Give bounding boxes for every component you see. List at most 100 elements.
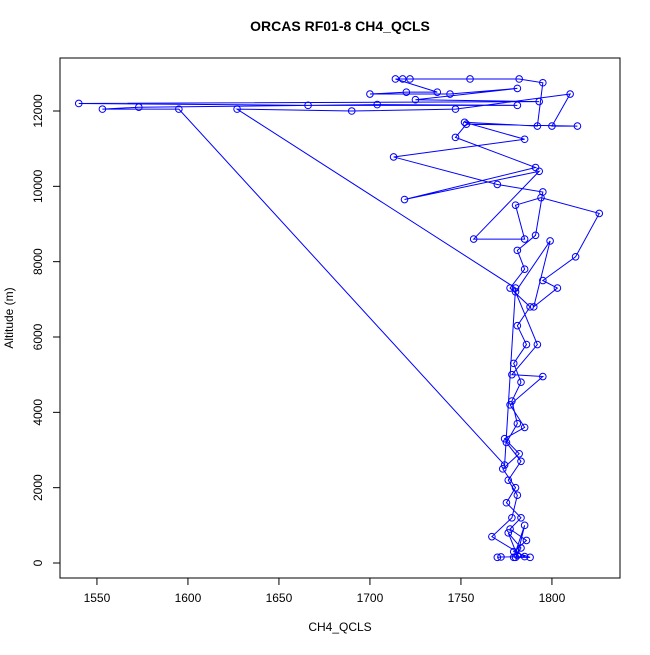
data-point	[511, 483, 520, 492]
data-point	[504, 529, 513, 537]
x-tick-label: 1650	[266, 591, 293, 605]
data-point	[366, 90, 374, 98]
data-point	[513, 491, 522, 500]
data-point	[498, 465, 507, 473]
chart-title: ORCAS RF01-8 CH4_QCLS	[250, 18, 430, 34]
data-point	[493, 180, 502, 189]
data-point	[509, 359, 518, 368]
data-point	[391, 75, 400, 83]
data-point	[233, 105, 241, 113]
data-point	[511, 201, 520, 209]
data-point	[531, 231, 540, 240]
data-point	[529, 303, 538, 311]
data-point	[520, 265, 529, 274]
data-point	[517, 514, 525, 522]
y-tick-label: 0	[31, 559, 45, 566]
x-axis-label: CH4_QCLS	[308, 620, 371, 634]
data-point	[595, 209, 604, 218]
data-point	[513, 551, 522, 560]
x-tick-label: 1550	[84, 591, 111, 605]
data-point	[571, 252, 580, 261]
data-point	[515, 75, 523, 83]
data-point	[400, 195, 409, 204]
data-point	[520, 235, 529, 243]
data-point	[535, 167, 543, 176]
data-point	[520, 135, 529, 144]
data-point	[506, 284, 514, 292]
data-point	[517, 457, 525, 466]
y-axis-label: Altitude (m)	[2, 287, 16, 348]
data-point	[553, 284, 562, 292]
data-point	[74, 99, 83, 108]
data-point	[539, 276, 547, 285]
data-point	[398, 75, 407, 83]
data-point	[502, 498, 511, 507]
data-point	[513, 246, 522, 255]
series-line	[78, 78, 600, 558]
data-point	[515, 449, 523, 458]
data-point	[509, 553, 518, 562]
data-point	[522, 340, 531, 349]
data-point	[513, 419, 522, 428]
data-point	[520, 423, 529, 432]
data-point	[506, 525, 514, 533]
data-point	[98, 105, 107, 113]
data-point	[493, 553, 502, 562]
data-point	[451, 133, 460, 142]
data-point	[508, 397, 516, 405]
data-point	[406, 75, 414, 83]
x-tick-label: 1800	[539, 591, 566, 605]
data-point	[533, 122, 542, 130]
data-point	[526, 303, 534, 311]
data-point	[566, 90, 574, 98]
data-point	[517, 544, 525, 552]
y-tick-label: 6000	[31, 323, 45, 350]
data-point	[304, 101, 312, 110]
y-tick-label: 2000	[31, 474, 45, 501]
data-point	[135, 103, 143, 112]
data-point	[520, 552, 529, 561]
data-point	[500, 461, 509, 469]
x-tick-label: 1750	[448, 591, 475, 605]
data-point	[511, 284, 520, 292]
data-point	[539, 78, 547, 87]
data-point	[513, 84, 522, 93]
data-point	[513, 321, 522, 330]
plot-frame	[59, 57, 621, 579]
data-point	[548, 122, 556, 130]
data-point	[508, 514, 516, 522]
data-point	[500, 434, 509, 443]
y-tick-label: 10000	[31, 169, 45, 203]
data-point	[402, 88, 411, 96]
y-tick-label: 12000	[31, 94, 45, 128]
data-point	[573, 122, 582, 130]
data-point	[537, 193, 545, 202]
x-tick-label: 1600	[175, 591, 202, 605]
data-point	[546, 237, 554, 245]
data-point	[502, 438, 511, 447]
data-point	[175, 105, 183, 113]
data-point	[469, 235, 478, 243]
y-tick-label: 8000	[31, 248, 45, 275]
data-point	[433, 88, 442, 96]
data-point	[520, 521, 529, 530]
y-tick-label: 4000	[31, 399, 45, 426]
data-point	[511, 288, 520, 296]
data-point	[411, 95, 420, 104]
data-point	[389, 153, 398, 161]
data-point	[373, 100, 382, 109]
data-point	[533, 340, 542, 349]
data-point	[446, 90, 454, 98]
data-point	[488, 532, 496, 541]
data-point	[460, 118, 469, 127]
data-point	[462, 120, 471, 128]
data-point	[539, 372, 547, 381]
data-point	[517, 378, 525, 387]
data-point	[522, 536, 531, 545]
data-point	[347, 107, 356, 115]
data-point	[451, 105, 460, 113]
data-point	[508, 370, 516, 379]
data-point	[513, 101, 522, 110]
